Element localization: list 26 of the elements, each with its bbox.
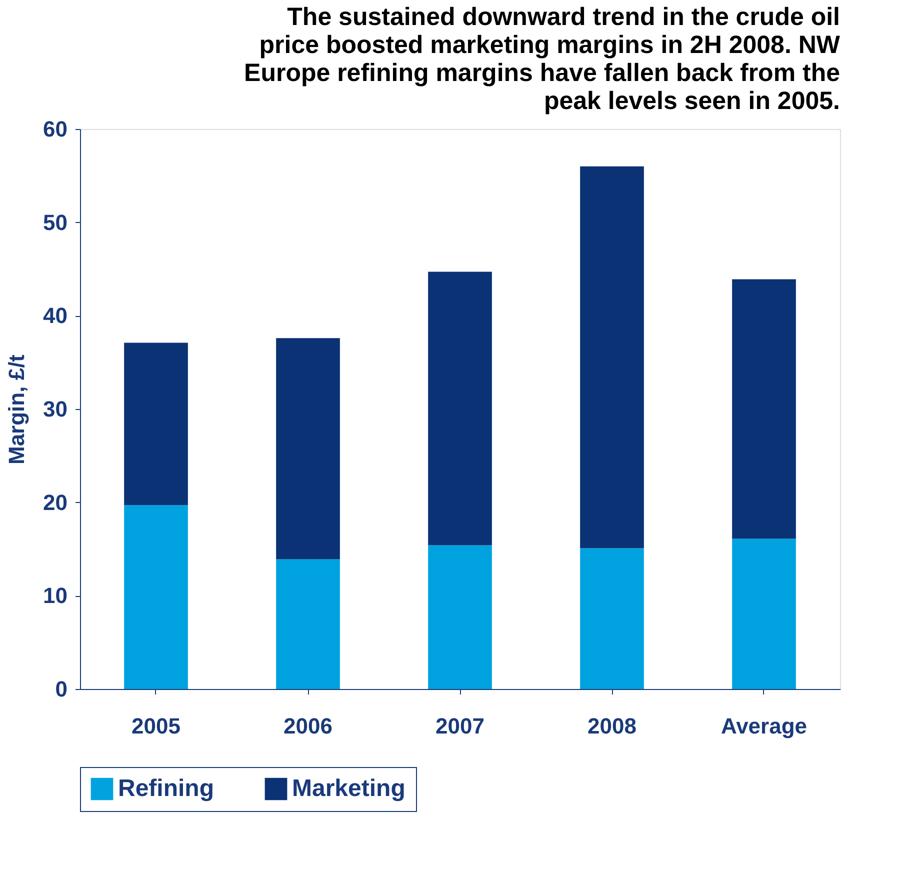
x-tick-label: 2007 <box>436 714 484 738</box>
y-tick-label: 0 <box>55 676 68 702</box>
bar <box>276 559 340 689</box>
bar <box>124 342 188 506</box>
y-tick-label: 20 <box>43 490 68 515</box>
x-tick-label: 2006 <box>284 714 332 738</box>
bar <box>580 548 644 689</box>
legend-label: Marketing <box>292 775 406 802</box>
bar <box>276 338 340 560</box>
legend-label: Refining <box>118 775 214 802</box>
bar <box>580 166 644 548</box>
chart-title: The sustained downward trend in the crude oil price boosted marketing margins in 2H 2008. NW Europe refining margins have fallen back from the peak levels seen in 2005. <box>244 3 840 115</box>
bar <box>124 505 188 689</box>
x-tick-label: Average <box>720 714 808 738</box>
bar <box>428 545 492 689</box>
y-axis-title: Margin, £/t <box>4 354 30 465</box>
x-tick-label: 2008 <box>588 714 636 738</box>
bar <box>732 538 796 689</box>
y-tick-label: 50 <box>43 210 68 235</box>
bar <box>428 272 492 546</box>
y-tick-label: 10 <box>43 583 68 608</box>
y-tick-label: 40 <box>43 303 68 328</box>
y-tick-label: 30 <box>43 396 68 422</box>
bar <box>732 279 796 539</box>
y-tick-label: 60 <box>43 116 68 142</box>
x-tick-label: 2005 <box>132 714 180 738</box>
